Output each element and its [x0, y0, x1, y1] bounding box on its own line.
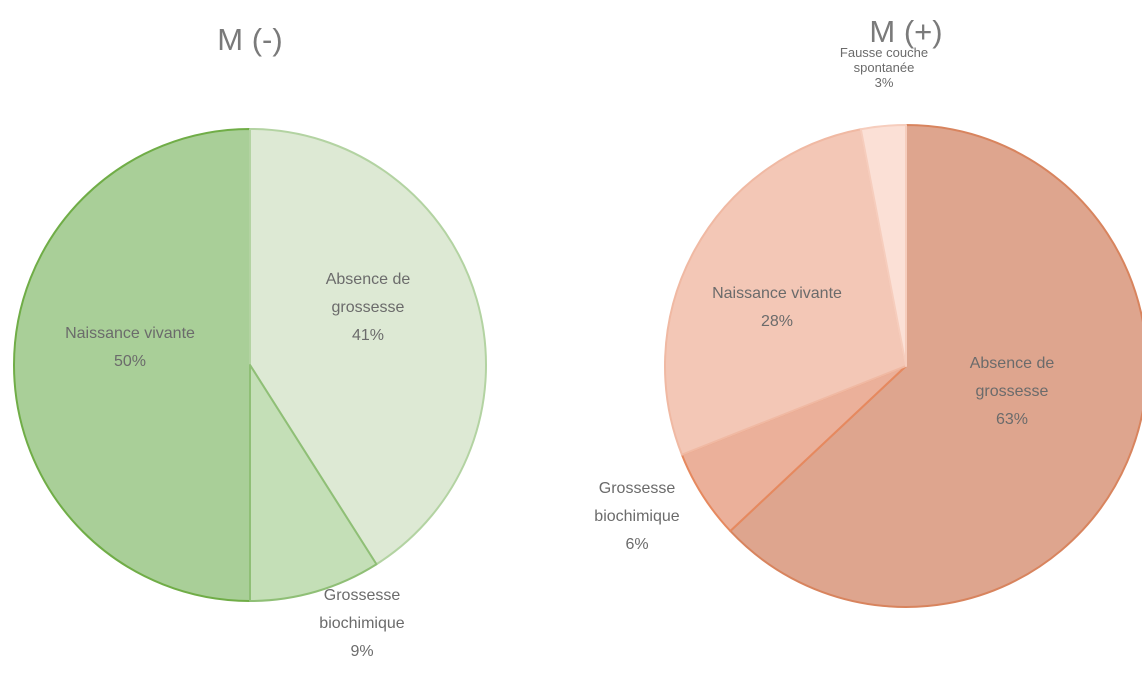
slice-label-line: Absence de — [326, 271, 411, 288]
pie-1-slice-2 — [664, 128, 907, 456]
pie-1-slice-0 — [729, 124, 1142, 608]
slice-percentage: 3% — [875, 75, 894, 90]
pie-0-slice-0 — [13, 128, 251, 602]
slice-label-line: grossesse — [332, 299, 405, 316]
slice-percentage: 28% — [761, 313, 793, 330]
pie-0-slice-0-label: Naissance vivante 50% — [65, 325, 195, 370]
pie-title-m-minus: M (-) — [217, 22, 282, 57]
slice-percentage: 41% — [352, 327, 384, 344]
pie-0-slice-2-label: Grossesse biochimique 9% — [319, 587, 404, 660]
slice-label-line: biochimique — [319, 615, 404, 632]
slice-percentage: 63% — [996, 411, 1028, 428]
pie-0-slice-2 — [249, 364, 378, 602]
slice-label-line: grossesse — [976, 383, 1049, 400]
slice-percentage: 9% — [350, 643, 373, 660]
slice-label-line: Naissance vivante — [65, 325, 195, 342]
pie-1-slice-2-label: Naissance vivante 28% — [712, 285, 842, 330]
pie-title-m-plus: M (+) — [869, 14, 942, 49]
slice-percentage: 50% — [114, 353, 146, 370]
pie-labels: Naissance vivante 50% Absence de grossesse 4… — [65, 45, 1054, 660]
slice-label-line: Fausse couche — [840, 45, 928, 60]
pie-1-slice-1-label: Grossesse biochimique 6% — [594, 480, 679, 553]
pie-0-slice-1-label: Absence de grossesse 41% — [326, 271, 411, 344]
slice-label-line: Grossesse — [599, 480, 676, 497]
slice-label-line: Absence de — [970, 355, 1055, 372]
slice-percentage: 6% — [625, 536, 648, 553]
pie-1-slice-3-label: Fausse couche spontanée 3% — [840, 45, 928, 90]
slice-label-line: Naissance vivante — [712, 285, 842, 302]
pie-1-slice-0-label: Absence de grossesse 63% — [970, 355, 1055, 428]
pie-slices — [13, 124, 1142, 608]
slice-label-line: biochimique — [594, 508, 679, 525]
pie-0-slice-1 — [249, 128, 487, 566]
pie-1-slice-3 — [859, 124, 907, 367]
slice-label-line: spontanée — [854, 60, 915, 75]
slice-label-line: Grossesse — [324, 587, 401, 604]
